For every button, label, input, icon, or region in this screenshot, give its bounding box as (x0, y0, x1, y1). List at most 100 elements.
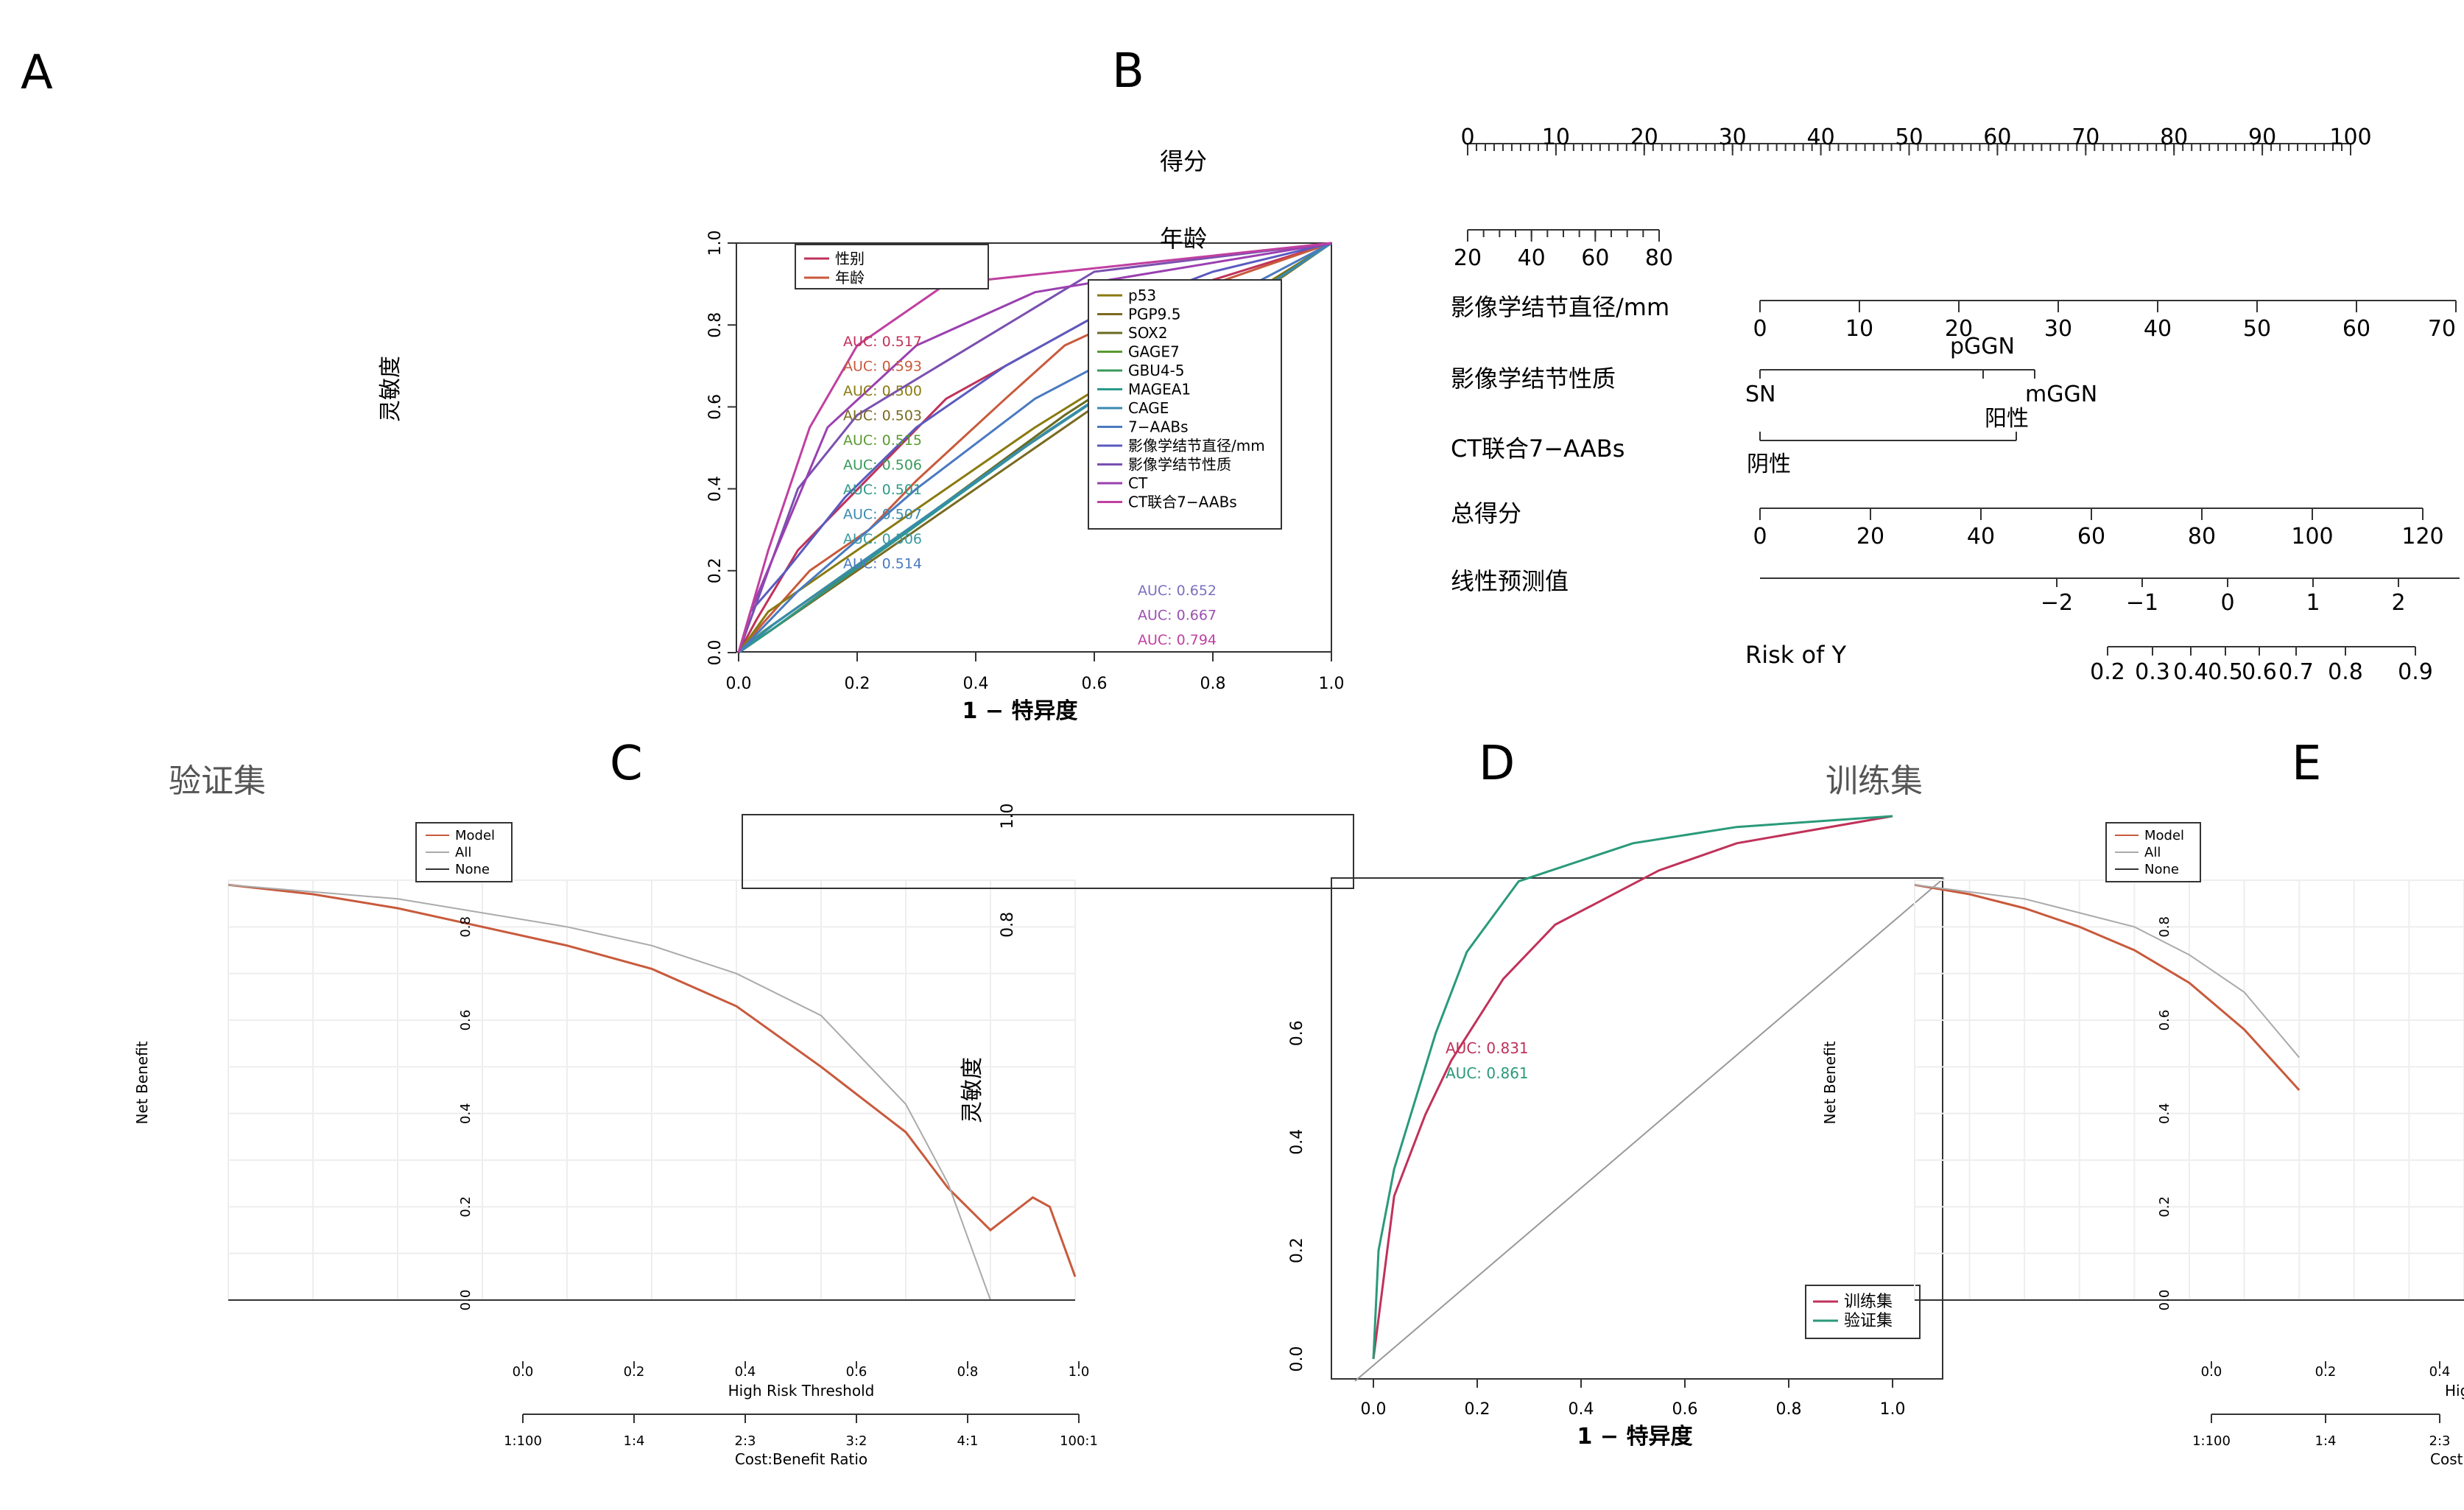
dcaV-x2-tick-label: 4:1 (957, 1433, 979, 1449)
roc-a-series-line (737, 242, 1332, 653)
roc-a-auc-label: AUC: 0.667 (1138, 608, 1217, 624)
dca-chart-validation: 验证集 0.0 0.2 0.4 0.6 0.8 1.0 0.0 0.2 0.4 0.6 0.8 1… (133, 762, 1098, 1468)
roc-a-auc-label: AUC: 0.501 (843, 482, 922, 498)
dcaT-y-tick-label: 0.0 (2157, 1290, 2172, 1311)
roc-a-auc-label: AUC: 0.507 (843, 507, 922, 523)
roc-a-legend-label: 年龄 (835, 269, 865, 287)
nomogram-tick-label: 0.8 (2328, 659, 2363, 685)
dca-training-x2-label: Cost:Benefit Ratio (2430, 1450, 2464, 1468)
dca-training-x-label: High Risk Threshold (2445, 1382, 2464, 1400)
roc-d-x-tick-label: 0.0 (1361, 1400, 1387, 1419)
dcaV-y-tick-label: 0.2 (458, 1196, 474, 1218)
dcaT-y-tick-label: 0.4 (2157, 1103, 2172, 1124)
nomogram-tick-label: −2 (2041, 590, 2073, 616)
dca-training-legend: Model All None (2105, 822, 2201, 882)
roc-d-y-tick-label: 1.0 (999, 804, 1017, 829)
roc-a-x-tick-label: 1.0 (1319, 675, 1345, 693)
roc-a-legend-label: PGP9.5 (1128, 306, 1180, 323)
roc-a-x-tick-label: 0.8 (1200, 675, 1226, 693)
roc-a-y-tick-label: 0.2 (706, 558, 725, 583)
nomogram-tick-label: 100 (2291, 524, 2333, 549)
nomogram-tick-label: 0 (2220, 590, 2234, 616)
nomogram-tick-label: 30 (1719, 124, 1747, 150)
roc-a-x-axis-label: 1 − 特异度 (962, 698, 1078, 724)
roc-a-legend-label: 性别 (835, 250, 865, 267)
roc-chart-d: 0.0 0.2 0.4 0.6 0.8 1.0 0.0 0.2 0.4 0.6 0.8 1.0 1 … (742, 804, 1945, 1450)
roc-a-y-tick-label: 0.8 (706, 312, 725, 338)
nomogram-tick-label: 30 (2044, 316, 2072, 342)
nomogram-row-label: 得分 (1160, 147, 1207, 175)
nomogram-tick-label: 阴性 (1747, 452, 1791, 477)
nomogram-tick-label: 0 (1460, 124, 1474, 150)
roc-d-y-axis-label: 灵敏度 (960, 1057, 985, 1123)
nomogram-row-label: 影像学结节直径/mm (1451, 293, 1669, 321)
roc-d-x-tick-label: 1.0 (1880, 1400, 1906, 1419)
roc-d-auc-label: AUC: 0.831 (1446, 1039, 1529, 1057)
roc-a-legend-label: GAGE7 (1128, 343, 1180, 361)
nomogram-tick-label: 0.7 (2278, 659, 2314, 685)
nomogram-tick-label: 60 (1581, 245, 1609, 271)
roc-a-auc-label: AUC: 0.503 (843, 408, 922, 424)
roc-d-x-axis-label: 1 − 特异度 (1577, 1424, 1693, 1450)
roc-a-y-axis-label: 灵敏度 (378, 356, 404, 422)
roc-a-legend-label: 影像学结节性质 (1128, 456, 1231, 474)
nomogram-row-label: CT联合7−AABs (1451, 435, 1625, 463)
nomogram-tick-label: 10 (1845, 316, 1873, 342)
dcaT-series-line (1914, 883, 2301, 1092)
dcaV-x2-tick-label: 1:4 (624, 1433, 645, 1449)
nomogram-tick-label: 70 (2428, 316, 2456, 342)
nomogram-tick-label: 70 (2071, 124, 2099, 150)
dcaV-series-line (228, 883, 1077, 1277)
roc-a-x-tick-label: 0.2 (845, 675, 870, 693)
nomogram-tick-label: 0.4 (2173, 659, 2208, 685)
roc-a-auc-label: AUC: 0.593 (843, 359, 922, 375)
dcaT-series-line (1914, 884, 2300, 1058)
roc-d-legend-label: 验证集 (1844, 1312, 1893, 1330)
roc-a-auc-label: AUC: 0.515 (843, 432, 922, 449)
dcaT-x2-tick-label: 1:4 (2315, 1433, 2337, 1449)
nomogram-tick-label: 20 (1945, 316, 1973, 342)
dca-training-y-label: Net Benefit (1821, 1041, 1839, 1124)
roc-d-legend-label: 训练集 (1844, 1293, 1893, 1311)
nomogram-tick-label: 阳性 (1985, 406, 2029, 432)
dca-validation-y-label: Net Benefit (133, 1041, 151, 1124)
roc-a-y-tick-label: 0.0 (706, 640, 725, 666)
roc-a-auc-label: AUC: 0.506 (843, 531, 922, 547)
dcaV-legend-label: None (455, 862, 490, 877)
dcaV-x2-tick-label: 2:3 (735, 1433, 756, 1449)
roc-a-legend-label: CAGE (1128, 399, 1169, 417)
dcaV-x-tick-label: 0.8 (957, 1364, 979, 1380)
nomogram-tick-label: 50 (2243, 316, 2271, 342)
dca-training-title: 训练集 (1826, 762, 1923, 800)
nomogram-tick-label: 80 (2160, 124, 2188, 150)
roc-d-y-tick-label: 0.0 (1288, 1346, 1306, 1372)
nomogram-tick-label: 0.6 (2242, 659, 2277, 685)
panel-label-e: E (2292, 737, 2321, 791)
nomogram-tick-label: 0.3 (2135, 659, 2170, 685)
roc-d-series-line (1372, 815, 1893, 1360)
dcaT-y-tick-label: 0.8 (2157, 916, 2172, 938)
panel-label-c: C (610, 737, 643, 791)
roc-chart-a: 0.0 0.2 0.4 0.6 0.8 1.0 0.0 0.2 0.4 0.6 0.8 1.0 1 … (378, 231, 1345, 725)
roc-a-legend-label: SOX2 (1128, 324, 1168, 342)
nomogram-tick-label: 0 (1753, 316, 1767, 342)
nomogram-tick-label: 60 (2342, 316, 2370, 342)
nomogram-tick-label: 80 (1645, 245, 1673, 271)
dcaV-x-tick-label: 0.2 (624, 1364, 645, 1380)
dcaV-y-tick-label: 0.4 (458, 1103, 474, 1124)
dcaT-legend-label: None (2144, 862, 2179, 877)
roc-d-x-tick-label: 0.8 (1776, 1400, 1802, 1419)
roc-d-x-tick-label: 0.2 (1465, 1400, 1490, 1419)
nomogram-tick-label: 120 (2401, 524, 2443, 549)
roc-a-auc-label: AUC: 0.514 (843, 556, 922, 572)
roc-a-y-tick-label: 0.6 (706, 394, 725, 420)
roc-d-y-tick-label: 0.2 (1288, 1237, 1306, 1263)
roc-a-legend-label: CT (1128, 474, 1148, 492)
roc-d-y-tick-label: 0.4 (1288, 1129, 1306, 1155)
dcaV-x-tick-label: 0.4 (735, 1364, 756, 1380)
dca-validation-title: 验证集 (169, 762, 266, 800)
nomogram-tick-label: 20 (1630, 124, 1658, 150)
